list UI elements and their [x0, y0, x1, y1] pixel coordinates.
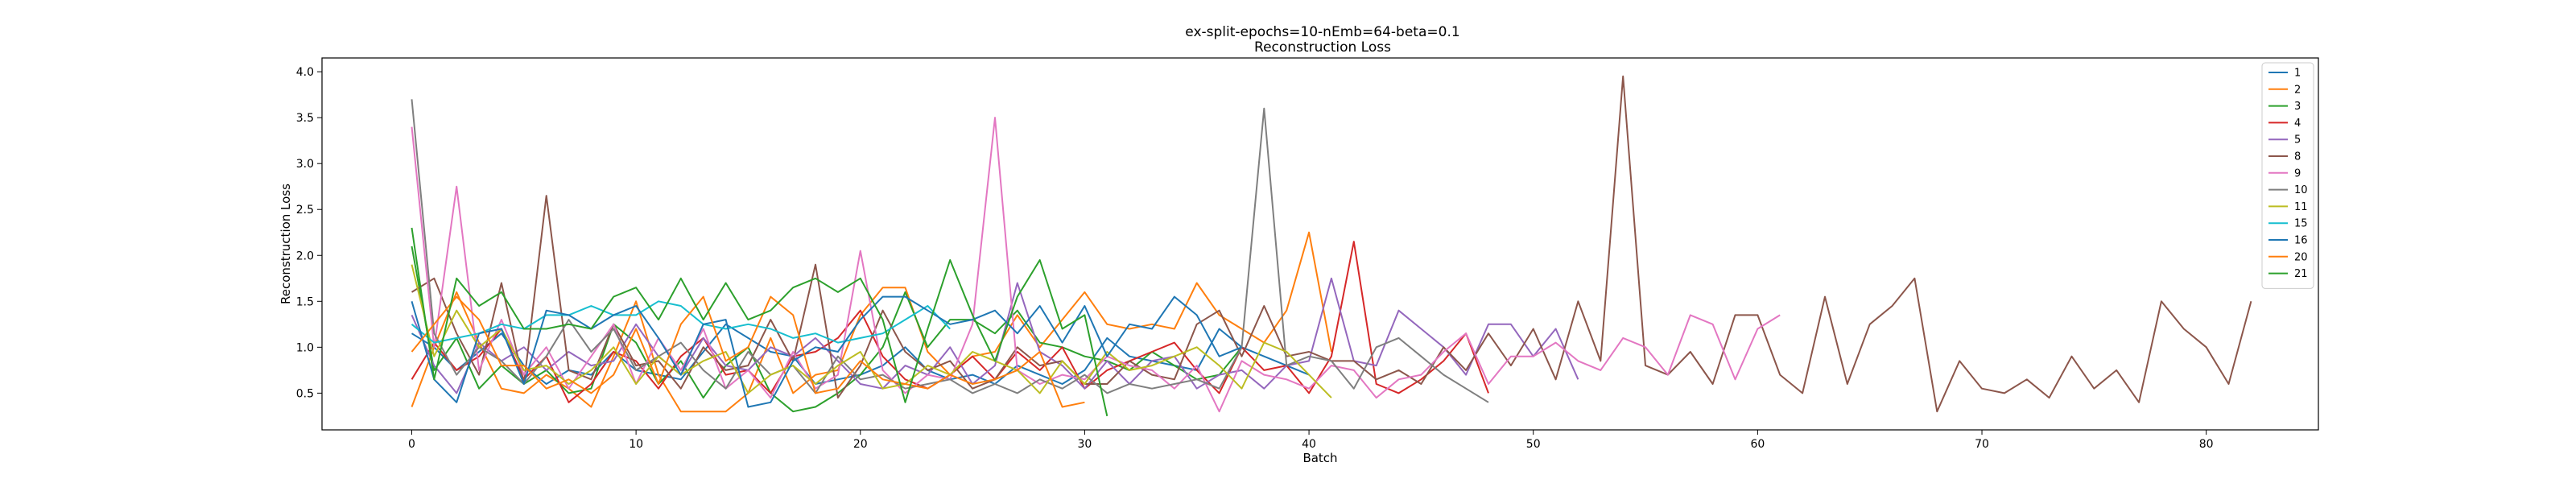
series-lines — [411, 75, 2252, 417]
x-tick-label: 30 — [1078, 438, 1092, 451]
series-line-16 — [411, 295, 1242, 408]
legend-entry: 16 — [2294, 235, 2308, 247]
legend-entry: 15 — [2294, 218, 2308, 230]
legend: 1 2 3 4 5 8 9 10 11 15 16 20 21 — [2261, 62, 2314, 289]
x-tick-label: 0 — [408, 438, 415, 451]
y-tick-label: 4.0 — [296, 66, 314, 79]
y-tick-label: 2.5 — [296, 204, 314, 217]
legend-box — [2261, 62, 2314, 289]
legend-entry: 1 — [2294, 68, 2301, 80]
y-tick-label: 2.0 — [296, 250, 314, 262]
series-line-10 — [411, 99, 1489, 403]
legend-entry: 20 — [2294, 251, 2308, 263]
x-tick-label: 40 — [1302, 438, 1316, 451]
chart-title: ex-split-epochs=10-nEmb=64-beta=0.1 — [1185, 24, 1459, 40]
y-tick-label: 0.5 — [296, 387, 314, 400]
legend-entry: 9 — [2294, 167, 2301, 180]
y-tick-label: 3.5 — [296, 112, 314, 125]
legend-entry: 4 — [2294, 118, 2301, 130]
x-axis-label: Batch — [1302, 451, 1337, 465]
legend-entry: 10 — [2294, 184, 2308, 196]
series-line-5 — [411, 277, 1579, 394]
chart-subtitle: Reconstruction Loss — [1254, 39, 1391, 56]
series-line-20 — [411, 295, 1085, 408]
axis-ticks: 0 10 20 30 40 50 60 70 80 0.5 1.0 1.5 2.0 2.5 3.0 3.5 4.… — [296, 66, 2214, 451]
legend-entry: 3 — [2294, 101, 2301, 113]
x-tick-label: 50 — [1526, 438, 1541, 451]
legend-entry: 2 — [2294, 84, 2301, 96]
y-tick-label: 3.0 — [296, 158, 314, 171]
series-line-15 — [411, 300, 951, 344]
x-tick-label: 20 — [853, 438, 868, 451]
x-tick-label: 80 — [2199, 438, 2214, 451]
legend-entry: 5 — [2294, 134, 2301, 147]
legend-entry: 11 — [2294, 201, 2308, 213]
series-line-2 — [411, 231, 1332, 413]
x-tick-label: 10 — [629, 438, 643, 451]
plot-frame — [321, 57, 2319, 431]
x-tick-label: 70 — [1975, 438, 1989, 451]
y-tick-label: 1.5 — [296, 295, 314, 308]
y-tick-label: 1.0 — [296, 341, 314, 354]
x-tick-label: 60 — [1750, 438, 1765, 451]
legend-entry: 8 — [2294, 151, 2301, 163]
legend-entry: 21 — [2294, 268, 2308, 280]
series-line-21 — [411, 227, 1108, 417]
y-axis-label: Reconstruction Loss — [279, 184, 293, 304]
